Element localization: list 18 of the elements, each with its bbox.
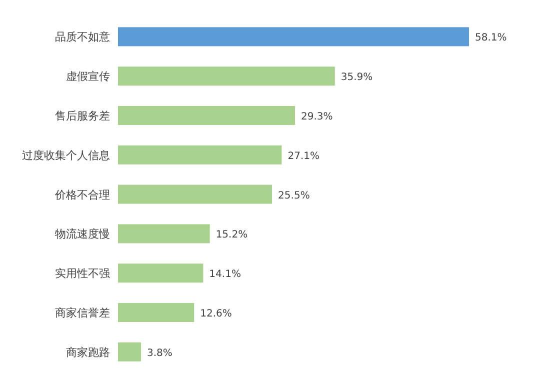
y-tick-label: 品质不如意 (55, 30, 110, 44)
data-label: 3.8% (146, 348, 172, 359)
y-tick-label: 价格不合理 (54, 188, 110, 202)
data-label: 14.1% (209, 269, 241, 280)
data-label: 35.9% (340, 72, 373, 84)
y-tick-label: 过度收集个人信息 (22, 148, 110, 162)
data-label: 58.1% (475, 32, 507, 44)
data-label: 12.6% (200, 308, 232, 320)
y-tick-label: 商家跑路 (66, 346, 110, 359)
y-tick-label: 实用性不强 (55, 267, 110, 280)
data-label: 29.3% (301, 112, 333, 122)
data-label: 15.2% (216, 230, 248, 241)
data-label: 25.5% (278, 190, 310, 202)
y-tick-label: 虚假宣传 (66, 70, 110, 84)
y-tick-label: 售后服务差 (55, 110, 110, 122)
data-label: 27.1% (288, 150, 320, 162)
y-tick-label: 物流速度慢 (55, 228, 110, 241)
y-tick-label: 商家信誉差 (55, 306, 110, 320)
